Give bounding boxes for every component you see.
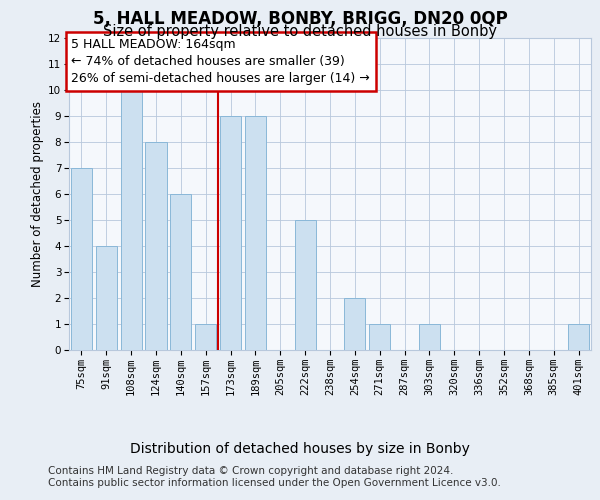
- Bar: [96, 246, 117, 350]
- Bar: [145, 142, 167, 350]
- Bar: [295, 220, 316, 350]
- Bar: [344, 298, 365, 350]
- Bar: [568, 324, 589, 350]
- Bar: [245, 116, 266, 350]
- Text: 5, HALL MEADOW, BONBY, BRIGG, DN20 0QP: 5, HALL MEADOW, BONBY, BRIGG, DN20 0QP: [92, 10, 508, 28]
- Bar: [220, 116, 241, 350]
- Bar: [170, 194, 191, 350]
- Text: 5 HALL MEADOW: 164sqm
← 74% of detached houses are smaller (39)
26% of semi-deta: 5 HALL MEADOW: 164sqm ← 74% of detached …: [71, 38, 370, 85]
- Y-axis label: Number of detached properties: Number of detached properties: [31, 101, 44, 287]
- Text: Distribution of detached houses by size in Bonby: Distribution of detached houses by size …: [130, 442, 470, 456]
- Bar: [195, 324, 216, 350]
- Bar: [71, 168, 92, 350]
- Text: Contains HM Land Registry data © Crown copyright and database right 2024.
Contai: Contains HM Land Registry data © Crown c…: [48, 466, 501, 487]
- Bar: [369, 324, 390, 350]
- Text: Size of property relative to detached houses in Bonby: Size of property relative to detached ho…: [103, 24, 497, 39]
- Bar: [121, 90, 142, 350]
- Bar: [419, 324, 440, 350]
